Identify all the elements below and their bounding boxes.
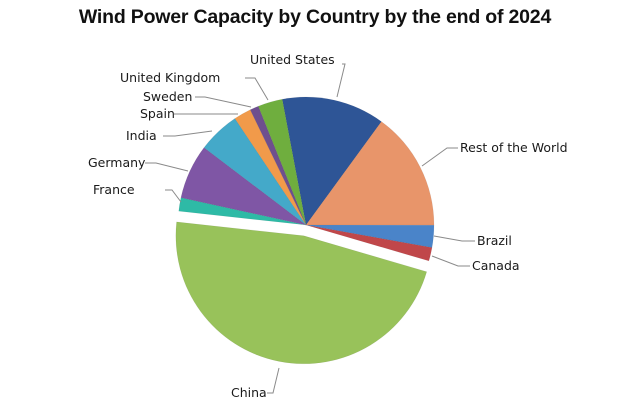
chart-title: Wind Power Capacity by Country by the en…: [78, 6, 552, 28]
pie-slice-sweden: [249, 105, 307, 226]
pie-slice-india: [203, 118, 307, 226]
leader-line: [165, 189, 182, 203]
pie-slices: [175, 96, 435, 365]
leader-line: [245, 77, 269, 101]
pie-slice-france: [178, 197, 307, 226]
leader-line: [195, 96, 252, 108]
leader-line: [421, 147, 458, 167]
leader-lines: [145, 63, 475, 394]
pie-slice-spain: [234, 109, 307, 226]
pie-slice-rest-of-the-world: [305, 121, 435, 226]
slice-label: Rest of the World: [460, 140, 568, 155]
slice-label: Sweden: [143, 89, 192, 104]
slice-labels: United States Rest of the World Brazil Cana…: [88, 52, 568, 400]
slice-label: India: [126, 128, 157, 143]
pie-slice-united-states: [281, 96, 382, 226]
slice-label: United States: [250, 52, 335, 67]
slice-label: Brazil: [477, 233, 512, 248]
slice-label: Germany: [88, 155, 146, 170]
leader-line: [336, 63, 346, 98]
slice-label: China: [231, 385, 267, 400]
slice-label: Canada: [472, 258, 520, 273]
pie-slice-brazil: [305, 224, 435, 248]
pie-slice-china: [175, 221, 428, 365]
slice-label: United Kingdom: [120, 70, 220, 85]
slice-label: Spain: [140, 106, 175, 121]
leader-line: [433, 235, 475, 242]
slice-label: France: [93, 182, 135, 197]
pie-slice-united-kingdom: [257, 98, 307, 226]
pie-slice-canada: [305, 224, 433, 262]
leader-line: [163, 130, 213, 137]
leader-line: [267, 367, 280, 394]
leader-line: [145, 162, 189, 172]
pie-slice-germany: [180, 147, 307, 226]
leader-line: [431, 255, 470, 267]
